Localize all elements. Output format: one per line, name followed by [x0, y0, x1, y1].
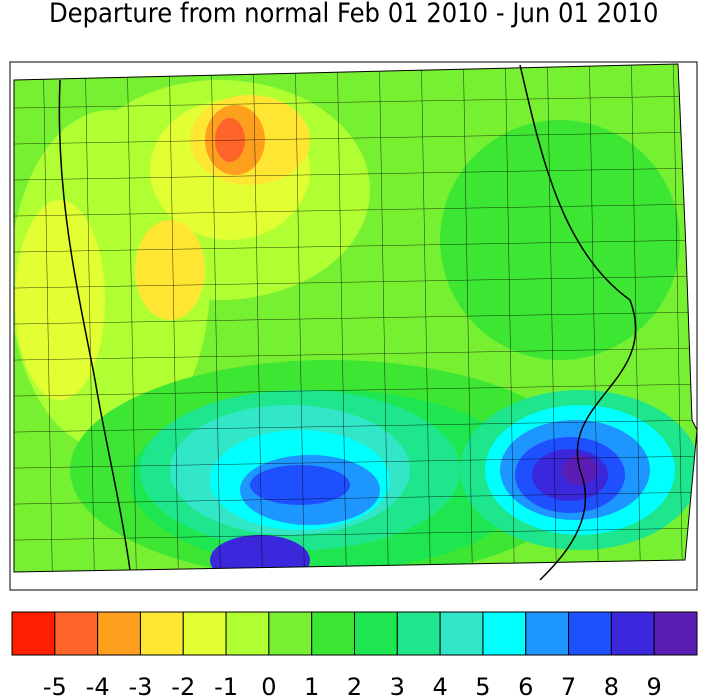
- legend-swatch: [11, 611, 56, 656]
- legend-swatch: [354, 611, 398, 656]
- legend-label: -3: [128, 673, 152, 700]
- legend-swatch: [482, 611, 527, 656]
- legend-swatch: [182, 611, 227, 656]
- legend-swatch: [139, 611, 184, 656]
- legend-swatch: [568, 611, 612, 656]
- legend-swatch: [97, 611, 141, 656]
- legend-label: -5: [43, 673, 67, 700]
- legend-swatch: [268, 611, 313, 656]
- contour-field: [14, 64, 697, 572]
- legend-swatch: [610, 611, 655, 656]
- legend-label: 4: [432, 673, 447, 700]
- legend-swatch: [439, 611, 484, 656]
- state-outline: [13, 63, 698, 573]
- river: [519, 64, 637, 581]
- legend-label: -4: [86, 673, 110, 700]
- legend-label: 5: [475, 673, 490, 700]
- legend-label: 7: [561, 673, 576, 700]
- legend-swatch: [54, 611, 99, 656]
- legend-label: -2: [171, 673, 195, 700]
- legend-label: 0: [261, 673, 276, 700]
- map-title: Departure from normal Feb 01 2010 - Jun …: [49, 0, 658, 29]
- legend: -5 -4 -3 -2 -1 0 1 2 3 4 5 6 7 8 9: [11, 611, 698, 700]
- legend-swatch: [525, 611, 570, 656]
- legend-swatch: [225, 611, 270, 656]
- legend-swatch: [396, 611, 441, 656]
- legend-label: 3: [390, 673, 405, 700]
- legend-label: 2: [347, 673, 362, 700]
- legend-label: 8: [604, 673, 619, 700]
- legend-swatch: [653, 611, 698, 656]
- legend-label: 1: [304, 673, 319, 700]
- legend-label: 9: [647, 673, 662, 700]
- legend-label: -1: [214, 673, 238, 700]
- river: [58, 79, 131, 571]
- legend-swatch: [311, 611, 355, 656]
- legend-label: 6: [518, 673, 533, 700]
